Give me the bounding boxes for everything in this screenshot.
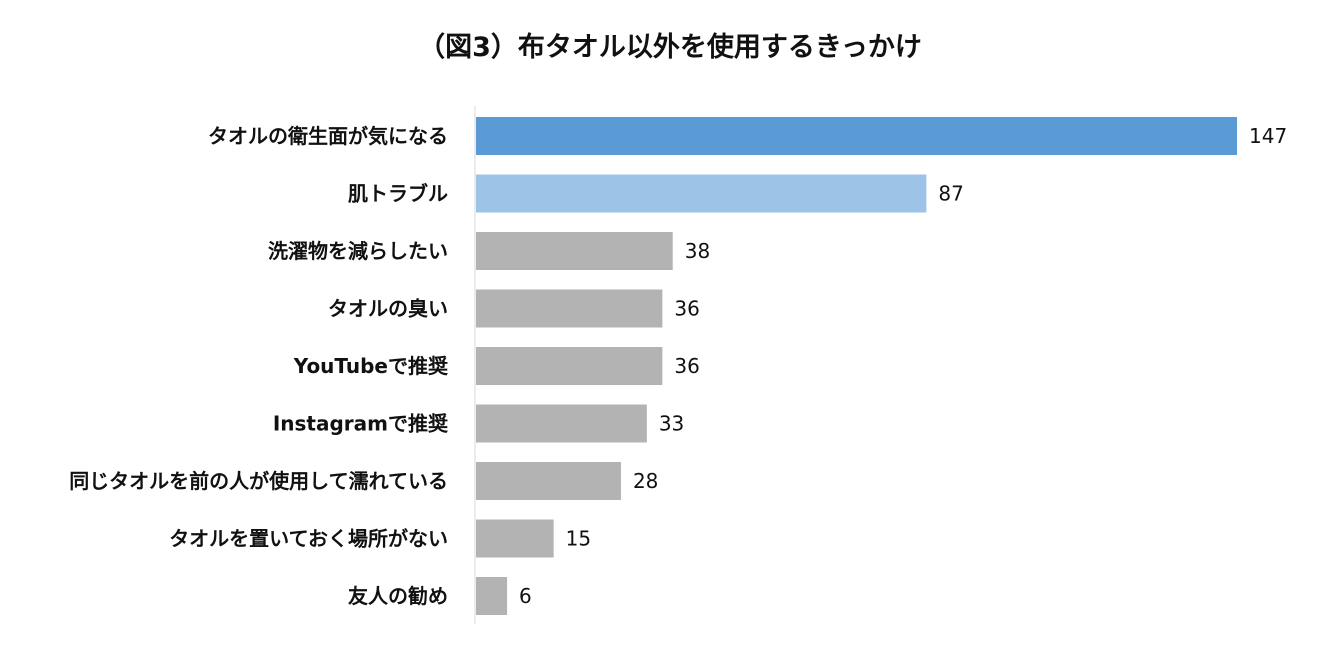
bar-6	[476, 404, 647, 443]
data-label-3: 38	[685, 239, 710, 263]
bar-1	[476, 117, 1237, 155]
chart-title: （図3）布タオル以外を使用するきっかけ	[418, 32, 922, 63]
data-label-1: 147	[1249, 124, 1287, 148]
data-label-2: 87	[938, 182, 963, 206]
bar-5	[476, 347, 663, 385]
bar-9	[476, 577, 508, 615]
bar-3	[476, 232, 673, 270]
data-label-5: 36	[674, 354, 699, 378]
category-label-9: 友人の勧め	[348, 584, 448, 608]
category-label-5: YouTubeで推奨	[293, 354, 449, 378]
category-label-8: タオルを置いておく場所がない	[169, 527, 448, 551]
bar-7	[476, 462, 621, 500]
bar-4	[476, 289, 663, 328]
bar-2	[476, 174, 927, 213]
data-labels-group: 147 87 38 36 36 33 28 15 6	[519, 124, 1287, 608]
data-label-4: 36	[674, 297, 699, 321]
category-label-6: Instagramで推奨	[273, 412, 449, 436]
data-label-7: 28	[633, 469, 658, 493]
data-label-6: 33	[659, 412, 684, 436]
bar-8	[476, 519, 554, 558]
data-label-8: 15	[566, 527, 591, 551]
category-label-3: 洗濯物を減らしたい	[268, 239, 448, 263]
bars-group	[476, 117, 1237, 615]
data-label-9: 6	[519, 584, 532, 608]
category-label-1: タオルの衛生面が気になる	[208, 124, 448, 148]
category-label-2: 肌トラブル	[348, 182, 448, 206]
category-label-4: タオルの臭い	[328, 297, 448, 321]
category-label-7: 同じタオルを前の人が使用して濡れている	[69, 469, 448, 493]
